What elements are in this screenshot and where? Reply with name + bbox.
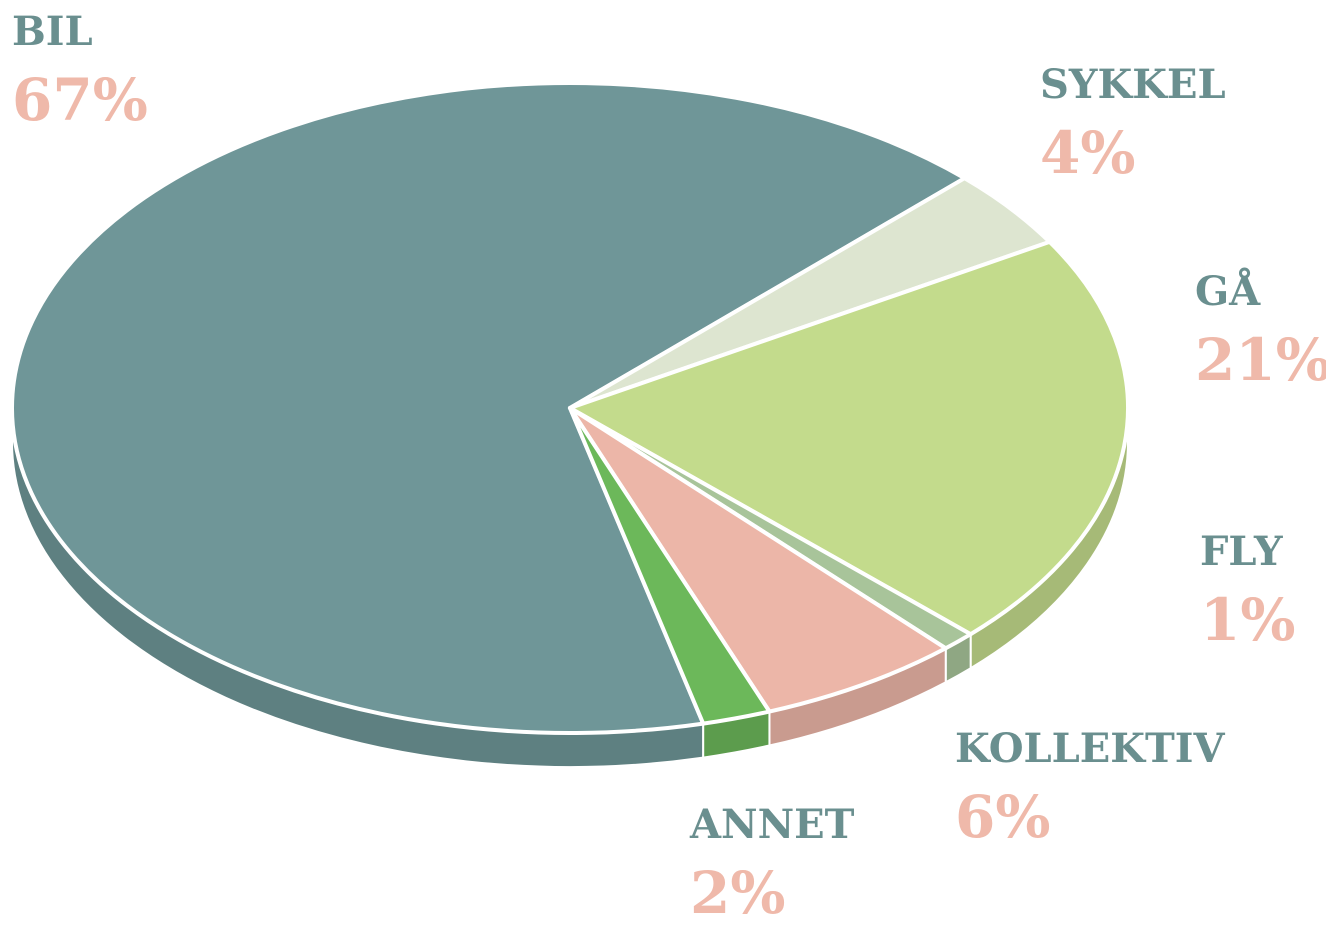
slice [10,81,967,735]
category-label: FLY [1200,528,1283,575]
category-label: BIL [12,8,93,55]
slice [568,406,948,714]
category-label: SYKKEL [1040,61,1226,108]
value-label: 4% [1040,119,1135,187]
value-label: 67% [12,66,148,134]
value-label: 6% [955,783,1050,851]
value-label: 21% [1195,326,1326,394]
value-label: 1% [1200,586,1295,654]
slice [568,406,772,726]
category-label: GÅ [1195,268,1261,315]
slice [568,239,1130,637]
category-label: ANNET [689,801,855,848]
category-label: KOLLEKTIV [955,725,1226,772]
value-label: 2% [690,859,785,927]
